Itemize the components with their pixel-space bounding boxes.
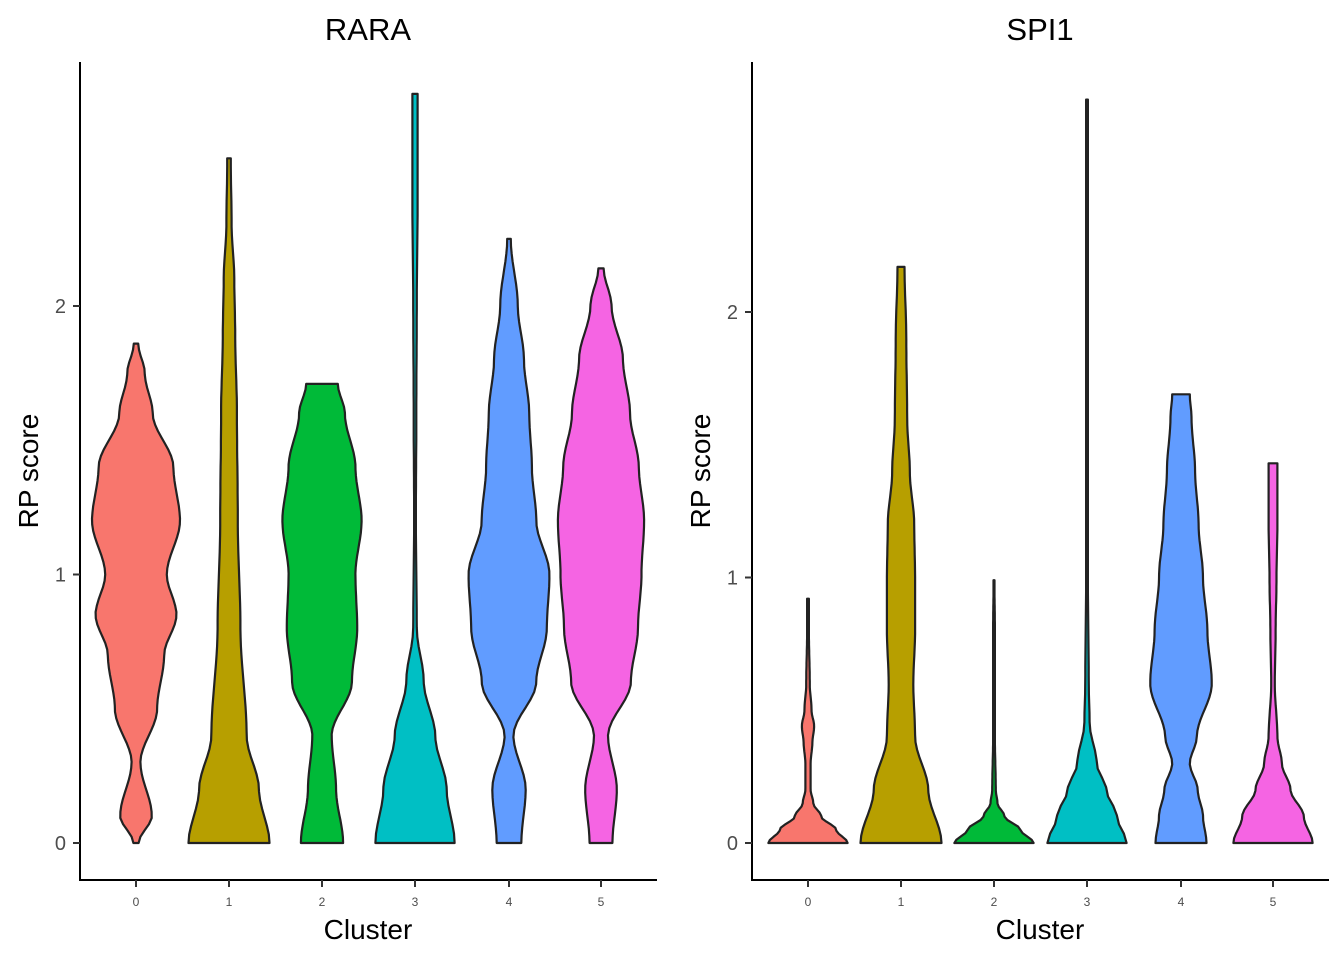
y-tick-label: 2 (55, 296, 66, 318)
panel-title: SPI1 (1006, 12, 1073, 47)
x-tick-label: 0 (805, 895, 812, 909)
x-axis-title: Cluster (324, 914, 413, 945)
x-ticks: 0 1 2 3 4 5 (133, 880, 605, 909)
y-ticks: 0 1 2 (55, 296, 80, 855)
x-tick-label: 5 (1270, 895, 1277, 909)
violin-cluster-5 (1232, 462, 1314, 845)
violin-cluster-1 (859, 265, 943, 845)
violin-cluster-4 (1149, 393, 1213, 845)
violin-cluster-5 (556, 267, 646, 845)
x-tick-label: 3 (412, 895, 419, 909)
x-tick-label: 2 (319, 895, 326, 909)
x-tick-label: 2 (991, 895, 998, 909)
panel-rara: RARA 0 1 2 0 1 2 3 4 5 Cluster RP score (13, 12, 657, 945)
x-tick-label: 4 (506, 895, 513, 909)
y-tick-label: 0 (55, 833, 66, 855)
y-tick-label: 0 (727, 833, 738, 855)
panel-title: RARA (325, 12, 411, 47)
x-tick-label: 5 (598, 895, 605, 909)
panel-spi1: SPI1 0 1 2 0 1 2 3 4 5 Cluster RP score (685, 12, 1329, 945)
x-tick-label: 1 (226, 895, 233, 909)
violin-cluster-3 (374, 92, 456, 845)
violin-cluster-0 (90, 342, 182, 845)
x-axis-title: Cluster (996, 914, 1085, 945)
y-axis-title: RP score (13, 414, 44, 529)
violin-cluster-2 (953, 579, 1035, 845)
y-tick-label: 2 (727, 302, 738, 324)
y-axis-title: RP score (685, 414, 716, 529)
violin-cluster-0 (767, 597, 849, 845)
x-ticks: 0 1 2 3 4 5 (805, 880, 1277, 909)
violin-cluster-3 (1046, 98, 1128, 845)
y-tick-label: 1 (727, 568, 738, 590)
x-tick-label: 1 (898, 895, 905, 909)
violin-cluster-2 (281, 382, 363, 845)
y-tick-label: 1 (55, 565, 66, 587)
violins (767, 98, 1314, 845)
violin-cluster-4 (467, 237, 551, 845)
x-tick-label: 3 (1084, 895, 1091, 909)
violins (90, 92, 646, 845)
violin-cluster-1 (187, 157, 271, 845)
x-tick-label: 0 (133, 895, 140, 909)
y-ticks: 0 1 2 (727, 302, 752, 855)
x-tick-label: 4 (1178, 895, 1185, 909)
